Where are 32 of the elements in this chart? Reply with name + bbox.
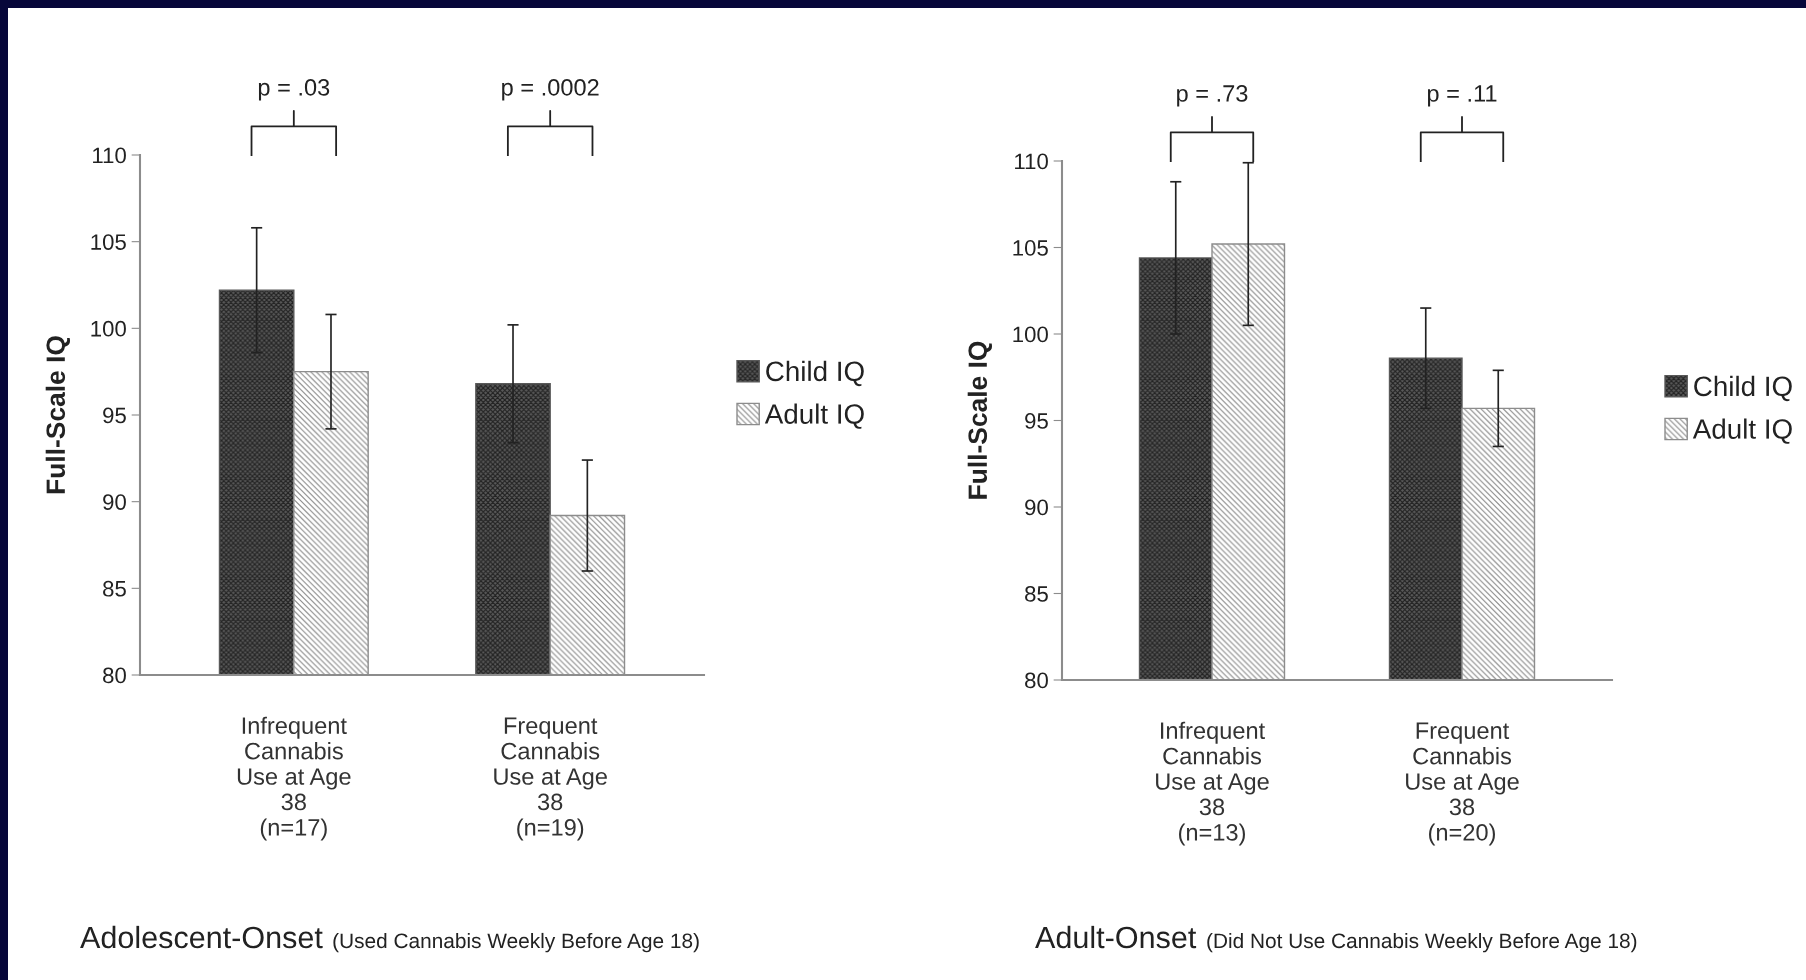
legend-label: Adult IQ <box>1692 418 1792 444</box>
y-tick-label: 105 <box>1013 240 1048 256</box>
y-axis-title: Full-Scale IQ <box>45 336 70 494</box>
y-tick-label: 90 <box>1025 499 1048 516</box>
x-tick-label: Infrequent Cannabis Use at Age 38 (n=17) <box>237 716 351 841</box>
text: p = .11 <box>1427 85 1497 107</box>
y-tick-label: 90 <box>103 494 126 510</box>
legend-label: Child IQ <box>766 360 864 387</box>
y-tick-label: 100 <box>91 320 126 337</box>
text: p = .03 <box>258 79 330 101</box>
y-tick-label: 80 <box>103 667 126 684</box>
x-tick-label: Frequent Cannabis Use at Age 38 (n=19) <box>494 717 607 841</box>
y-tick-label: 95 <box>1025 413 1048 429</box>
y-tick-label: 85 <box>103 580 126 597</box>
y-tick-label: 110 <box>1015 153 1048 170</box>
y-tick-label: 95 <box>103 407 126 424</box>
legend-label: Child IQ <box>1694 375 1792 402</box>
text: p = .73 <box>1177 85 1248 107</box>
legend-label: Adult IQ <box>764 403 864 429</box>
y-tick-label: 110 <box>93 147 126 164</box>
y-tick-label: 100 <box>1013 326 1048 343</box>
text: (Used Cannabis Weekly Before Age 18) <box>333 932 699 953</box>
y-tick-label: 85 <box>1025 586 1048 602</box>
text: Adolescent-Onset <box>80 925 323 949</box>
y-tick-label: 80 <box>1025 672 1048 689</box>
x-tick-label: Infrequent Cannabis Use at Age 38 (n=13) <box>1156 721 1269 846</box>
text: Adult-Onset <box>1035 925 1197 949</box>
text: p = .0002 <box>502 79 599 101</box>
y-tick-label: 105 <box>91 234 126 250</box>
x-tick-label: Frequent Cannabis Use at Age 38 (n=20) <box>1406 722 1519 846</box>
y-axis-title: Full-Scale IQ <box>967 341 992 499</box>
text: (Did Not Use Cannabis Weekly Before Age 18) <box>1207 932 1637 953</box>
